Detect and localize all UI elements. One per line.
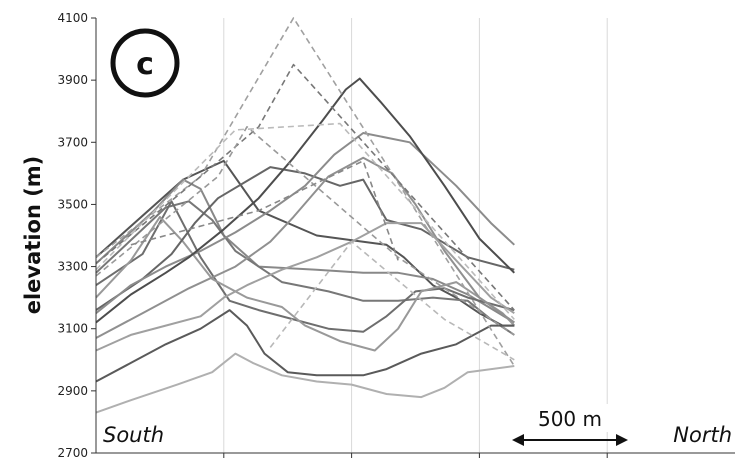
series-line-12 [95, 352, 515, 414]
series-line-17 [130, 160, 399, 261]
series-line-5 [95, 215, 516, 352]
gridlines [223, 18, 608, 458]
panel-label-circle [110, 28, 180, 98]
series-line-7 [95, 132, 515, 314]
y-tick-label: 3900 [57, 73, 88, 87]
series-line-11 [95, 309, 515, 383]
south-label: South [103, 423, 164, 447]
series-line-14 [95, 63, 515, 311]
series-line-16 [95, 126, 515, 336]
y-tick-label: 4100 [57, 11, 88, 25]
panel-label-badge: c [110, 28, 180, 98]
series-line-3 [95, 200, 515, 336]
south-label-bg [100, 420, 180, 448]
series-group [95, 17, 516, 414]
y-axis-label: elevation (m) [21, 156, 45, 315]
y-tick-label: 3100 [57, 322, 88, 336]
series-line-8 [95, 77, 515, 324]
y-tick-label: 2700 [57, 446, 88, 458]
north-label-bg [655, 420, 735, 448]
series-line-6 [95, 166, 515, 311]
scale-bar-arrow-left [512, 434, 524, 446]
y-tick-label: 3300 [57, 260, 88, 274]
scale-bar-label: 500 m [538, 407, 602, 431]
y-tick-label: 3700 [57, 135, 88, 149]
series-line-1 [95, 159, 515, 327]
series-line-15 [95, 122, 515, 320]
series-line-18 [269, 240, 515, 361]
series-line-9 [95, 156, 515, 339]
scale-bar-arrow-right [616, 434, 628, 446]
panel-label: c [136, 47, 154, 82]
scale-bar-label-bg [528, 404, 614, 432]
y-tick-label: 2900 [57, 384, 88, 398]
y-tick-label: 3500 [57, 197, 88, 211]
series-line-13 [95, 17, 515, 367]
y-tick-group: 2700 2900 3100 3300 3500 3700 3900 4100 [57, 11, 96, 458]
north-label: North [673, 423, 732, 447]
scale-bar: 500 m [512, 404, 628, 446]
series-line-10 [95, 222, 515, 352]
